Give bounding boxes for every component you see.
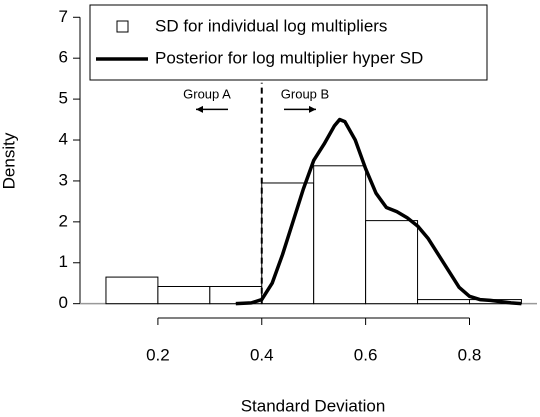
x-tick-label: 0.8 bbox=[458, 345, 482, 364]
histogram-bar bbox=[417, 299, 470, 305]
histogram-bar bbox=[157, 285, 211, 305]
legend-label: SD for individual log multipliers bbox=[155, 16, 387, 35]
histogram-bar bbox=[105, 276, 159, 305]
annotation: Group A bbox=[183, 86, 231, 101]
legend-label: Posterior for log multiplier hyper SD bbox=[155, 48, 423, 67]
legend-box bbox=[89, 4, 488, 81]
legend-swatch bbox=[116, 20, 129, 33]
arrow-head bbox=[309, 105, 316, 113]
y-tick-label: 5 bbox=[59, 89, 68, 108]
y-tick-label: 1 bbox=[59, 252, 68, 271]
x-tick-label: 0.6 bbox=[354, 345, 378, 364]
density-line bbox=[235, 117, 522, 306]
x-axis-label: Standard Deviation bbox=[241, 396, 386, 415]
y-tick-label: 0 bbox=[59, 293, 68, 312]
y-tick-label: 6 bbox=[59, 48, 68, 67]
arrow-head bbox=[196, 105, 203, 113]
histogram-bar bbox=[313, 165, 367, 305]
y-tick-label: 3 bbox=[59, 170, 68, 189]
y-axis-label: Density bbox=[0, 132, 18, 189]
y-tick-label: 2 bbox=[59, 211, 68, 230]
y-tick-label: 7 bbox=[59, 7, 68, 26]
histogram-bar bbox=[365, 220, 419, 305]
annotation: Group B bbox=[281, 86, 329, 101]
x-tick-label: 0.2 bbox=[146, 345, 170, 364]
x-tick-label: 0.4 bbox=[250, 345, 274, 364]
y-tick-label: 4 bbox=[59, 130, 68, 149]
